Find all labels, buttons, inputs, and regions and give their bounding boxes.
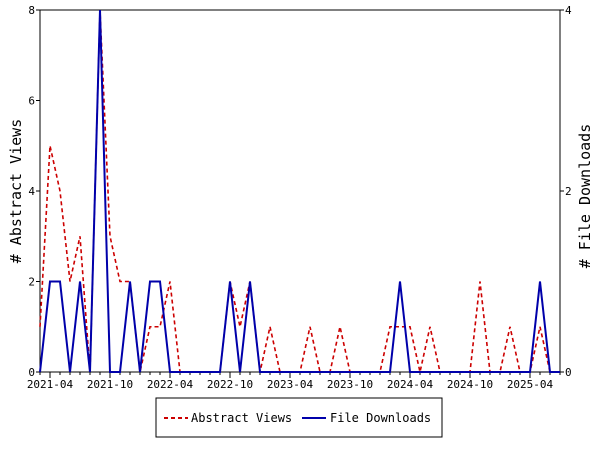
series-line-file-downloads (39, 9, 560, 373)
y-right-tick-label: 0 (565, 366, 572, 379)
x-tick-label: 2023-10 (327, 378, 373, 391)
x-tick-label: 2022-04 (147, 378, 194, 391)
tick-labels: 0 2 4 6 8 0 2 4 2021-04 2021-10 2022-04 2022-10 2023… (27, 4, 572, 391)
y-right-tick-label: 4 (565, 4, 572, 17)
y-axis-right-title: # File Downloads (576, 124, 594, 269)
x-tick-label: 2024-10 (447, 378, 493, 391)
y-left-tick-label: 2 (28, 276, 35, 289)
x-tick-label: 2023-04 (267, 378, 314, 391)
y-left-tick-label: 4 (28, 185, 35, 198)
y-left-tick-label: 8 (28, 4, 35, 17)
legend-label-file-downloads: File Downloads (330, 411, 431, 425)
legend-label-abstract-views: Abstract Views (191, 411, 292, 425)
x-tick-label: 2024-04 (387, 378, 434, 391)
plot-area (39, 9, 561, 373)
x-tick-label: 2025-04 (507, 378, 554, 391)
legend: Abstract Views File Downloads (155, 397, 443, 438)
y-left-tick-label: 6 (28, 95, 35, 108)
y-left-tick-label: 0 (28, 366, 35, 379)
y-right-tick-label: 2 (565, 185, 572, 198)
x-tick-label: 2022-10 (207, 378, 253, 391)
x-tick-label: 2021-04 (27, 378, 74, 391)
x-tick-label: 2021-10 (87, 378, 133, 391)
legend-box (155, 397, 443, 438)
y-axis-left-title: # Abstract Views (7, 119, 25, 264)
series-layer (39, 9, 560, 373)
